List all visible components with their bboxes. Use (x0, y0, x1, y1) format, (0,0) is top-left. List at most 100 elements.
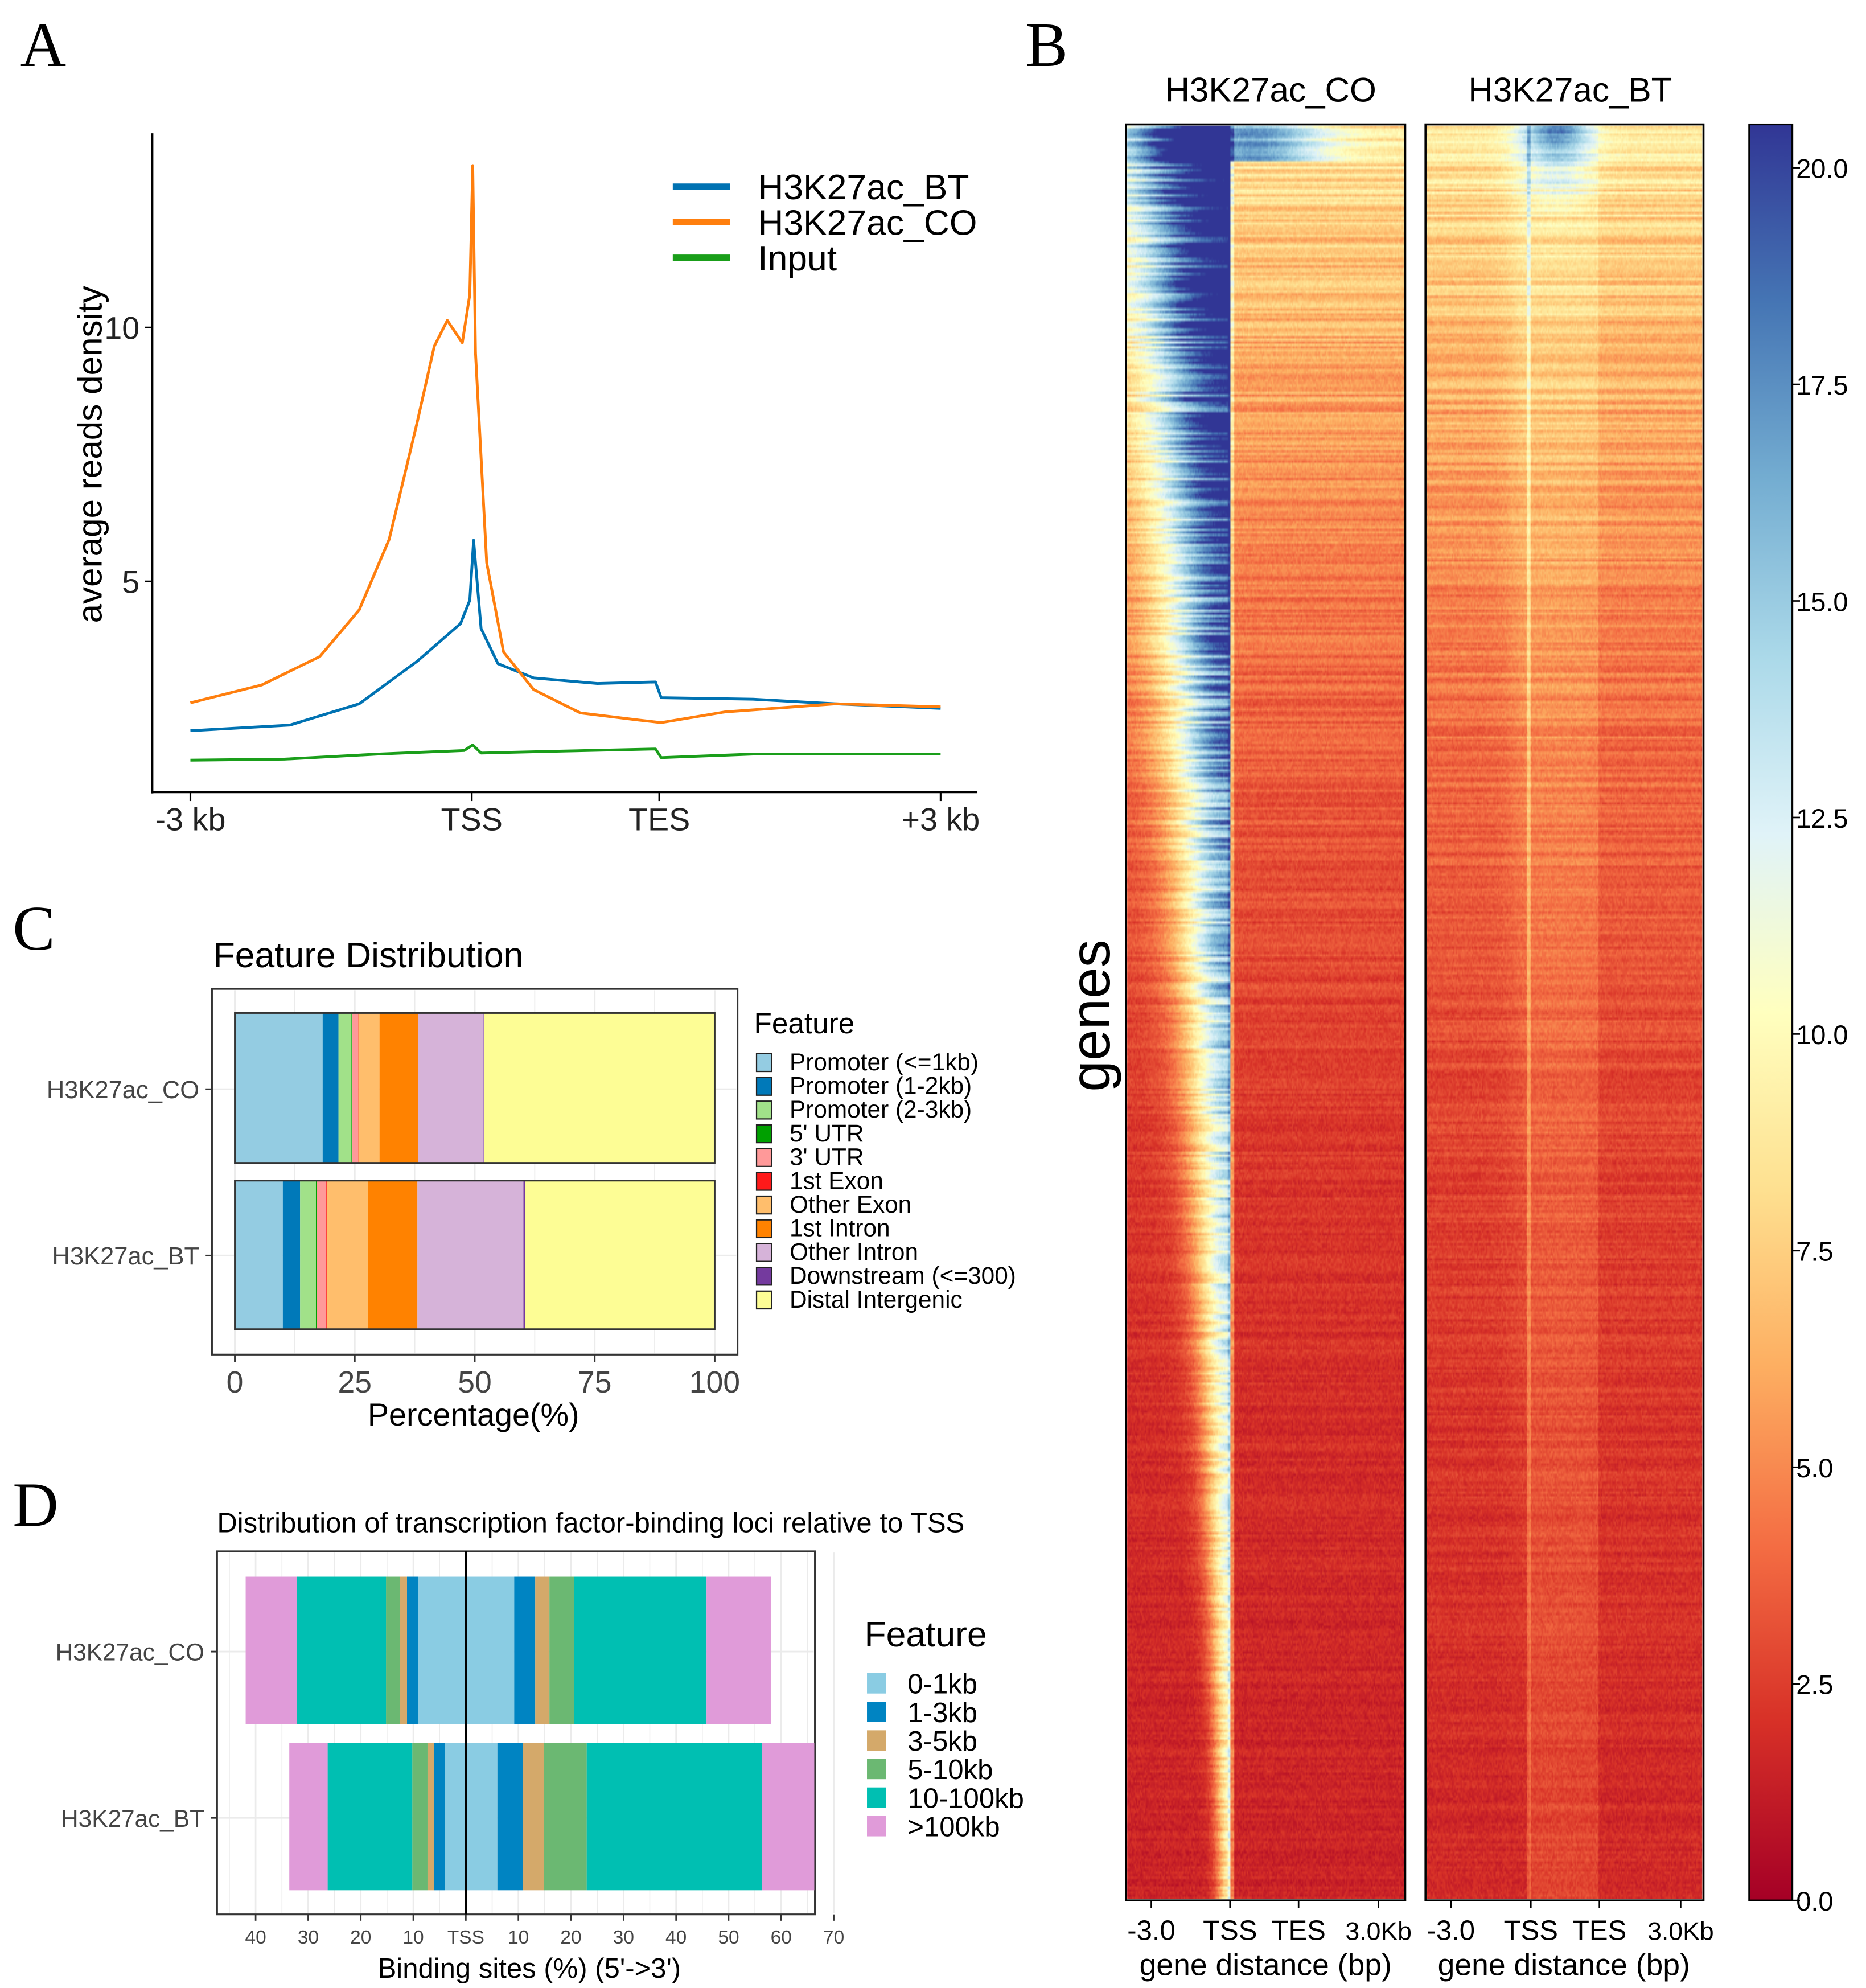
legend-swatch (755, 1077, 772, 1096)
colorbar-tick-label: 12.5 (1796, 804, 1848, 833)
profile-plot: -3 kb TSS TES +3 kb 5 10 average reads densit… (71, 133, 980, 837)
tss-distribution-chart: Distribution of transcription factor-bin… (56, 1508, 1024, 1984)
legend-label: 5' UTR (790, 1120, 864, 1147)
bar-segment-8 (417, 1180, 524, 1329)
x-tick-label: 75 (578, 1366, 612, 1399)
legend-label: 5-10kb (907, 1755, 993, 1785)
bar-segment-0 (235, 1180, 283, 1329)
legend-label: H3K27ac_BT (758, 167, 969, 207)
x-tick-label: 20 (560, 1927, 581, 1948)
legend-swatch (867, 1673, 886, 1694)
bar-segment-7 (368, 1180, 418, 1329)
bar-segment-upstream-4 (297, 1576, 387, 1724)
legend-swatch (755, 1290, 772, 1310)
bar-segment-1 (282, 1180, 301, 1329)
bar-segment-downstream-2 (523, 1743, 544, 1891)
bar-segment-0 (235, 1013, 323, 1163)
x-axis-label: Binding sites (%) (5'->3') (378, 1953, 681, 1984)
bar-segment-upstream-0 (418, 1576, 466, 1724)
legend-label: >100kb (907, 1812, 1000, 1843)
legend-label: 1st Intron (790, 1215, 890, 1242)
panel-label-d: D (13, 1470, 59, 1540)
bar-segment-downstream-2 (535, 1576, 550, 1724)
x-tick-label: TSS (1504, 1915, 1558, 1946)
bar-segment-9 (523, 1180, 525, 1329)
bar-segment-downstream-1 (497, 1743, 523, 1891)
y-axis-label: average reads density (71, 286, 109, 623)
legend-label: 0-1kb (907, 1669, 977, 1700)
panel-label-a: A (20, 10, 67, 80)
colorbar-tick-label: 7.5 (1796, 1237, 1833, 1267)
x-tick-label: 10 (402, 1927, 424, 1948)
x-tick-label: -3 kb (155, 802, 226, 837)
bar-segment-downstream-5 (706, 1576, 771, 1724)
legend-swatch (755, 1266, 772, 1286)
bar-segment-4 (352, 1013, 359, 1163)
legend-swatch (755, 1219, 772, 1239)
x-tick-label: -3.0 (1427, 1915, 1475, 1946)
bar-segment-upstream-4 (327, 1743, 413, 1891)
bar-segment-6 (326, 1180, 368, 1329)
bar-segment-1 (322, 1013, 339, 1163)
bar-segment-upstream-0 (445, 1743, 466, 1891)
legend-label: 10-100kb (907, 1783, 1024, 1814)
legend-title: Feature (865, 1615, 987, 1654)
x-tick-label: TES (1572, 1915, 1626, 1946)
x-axis-label: Percentage(%) (368, 1397, 579, 1432)
x-tick-label: TES (1271, 1915, 1325, 1946)
bar-segment-downstream-0 (466, 1576, 515, 1724)
heatmap-x-label-co: gene distance (bp) (1140, 1949, 1392, 1982)
colorbar-tick-label: 15.0 (1796, 587, 1848, 617)
series-line-h3k27ac_bt (190, 539, 941, 732)
colorbar-tick-label: 20.0 (1796, 154, 1848, 183)
bar-segment-2 (300, 1180, 316, 1329)
chart-title: Distribution of transcription factor-bin… (217, 1508, 964, 1538)
legend-label: Promoter (1-2kb) (790, 1073, 972, 1099)
bar-segment-downstream-4 (586, 1743, 762, 1891)
legend-label: Other Intron (790, 1238, 918, 1265)
heatmap-co (1127, 125, 1404, 1899)
x-tick-label: TSS (1203, 1915, 1257, 1946)
legend-label: 3' UTR (790, 1144, 864, 1170)
legend-label: Input (758, 239, 837, 278)
y-tick-label: 5 (122, 564, 139, 599)
x-tick-label: 30 (298, 1927, 319, 1948)
legend-swatch (755, 1243, 772, 1262)
bar-segment-5 (326, 1180, 327, 1329)
legend-swatch (755, 1100, 772, 1120)
legend-label: 1-3kb (907, 1698, 977, 1728)
bar-segment-downstream-3 (544, 1743, 587, 1891)
chart-title: Feature Distribution (213, 935, 524, 975)
heatmap-frame-bt (1424, 123, 1705, 1901)
legend-label: Promoter (<=1kb) (790, 1049, 979, 1075)
heatmap-title-bt: H3K27ac_BT (1468, 71, 1672, 109)
bar-segment-upstream-2 (427, 1743, 434, 1891)
colorbar-tick-label: 5.0 (1796, 1453, 1833, 1483)
x-tick-label: 100 (689, 1366, 740, 1399)
legend-label: Distal Intergenic (790, 1286, 963, 1313)
legend-swatch (867, 1759, 886, 1780)
legend-swatch (867, 1730, 886, 1751)
x-tick-label: 50 (718, 1927, 739, 1948)
bar-segment-10 (525, 1180, 715, 1329)
x-tick-label: +3 kb (901, 802, 980, 837)
series-line-h3k27ac_co (190, 164, 941, 724)
bar-segment-downstream-4 (574, 1576, 707, 1724)
x-tick-label: 10 (508, 1927, 529, 1948)
legend-label: Downstream (<=300) (790, 1262, 1016, 1289)
bar-segment-6 (358, 1013, 380, 1163)
legend-swatch (755, 1124, 772, 1144)
bar-segment-3 (351, 1013, 353, 1163)
bar-segment-8 (418, 1013, 484, 1163)
x-tick-label: 40 (245, 1927, 266, 1948)
y-tick-label: 10 (104, 310, 139, 346)
x-tick-label: 50 (458, 1366, 492, 1399)
colorbar-tick-label: 10.0 (1796, 1020, 1848, 1050)
legend-swatch (867, 1702, 886, 1722)
legend-swatch (755, 1195, 772, 1215)
bar-segment-downstream-0 (466, 1743, 498, 1891)
colorbar-tick-label: 2.5 (1796, 1670, 1833, 1700)
legend-label: 1st Exon (790, 1167, 883, 1194)
bar-outline (234, 1180, 716, 1330)
